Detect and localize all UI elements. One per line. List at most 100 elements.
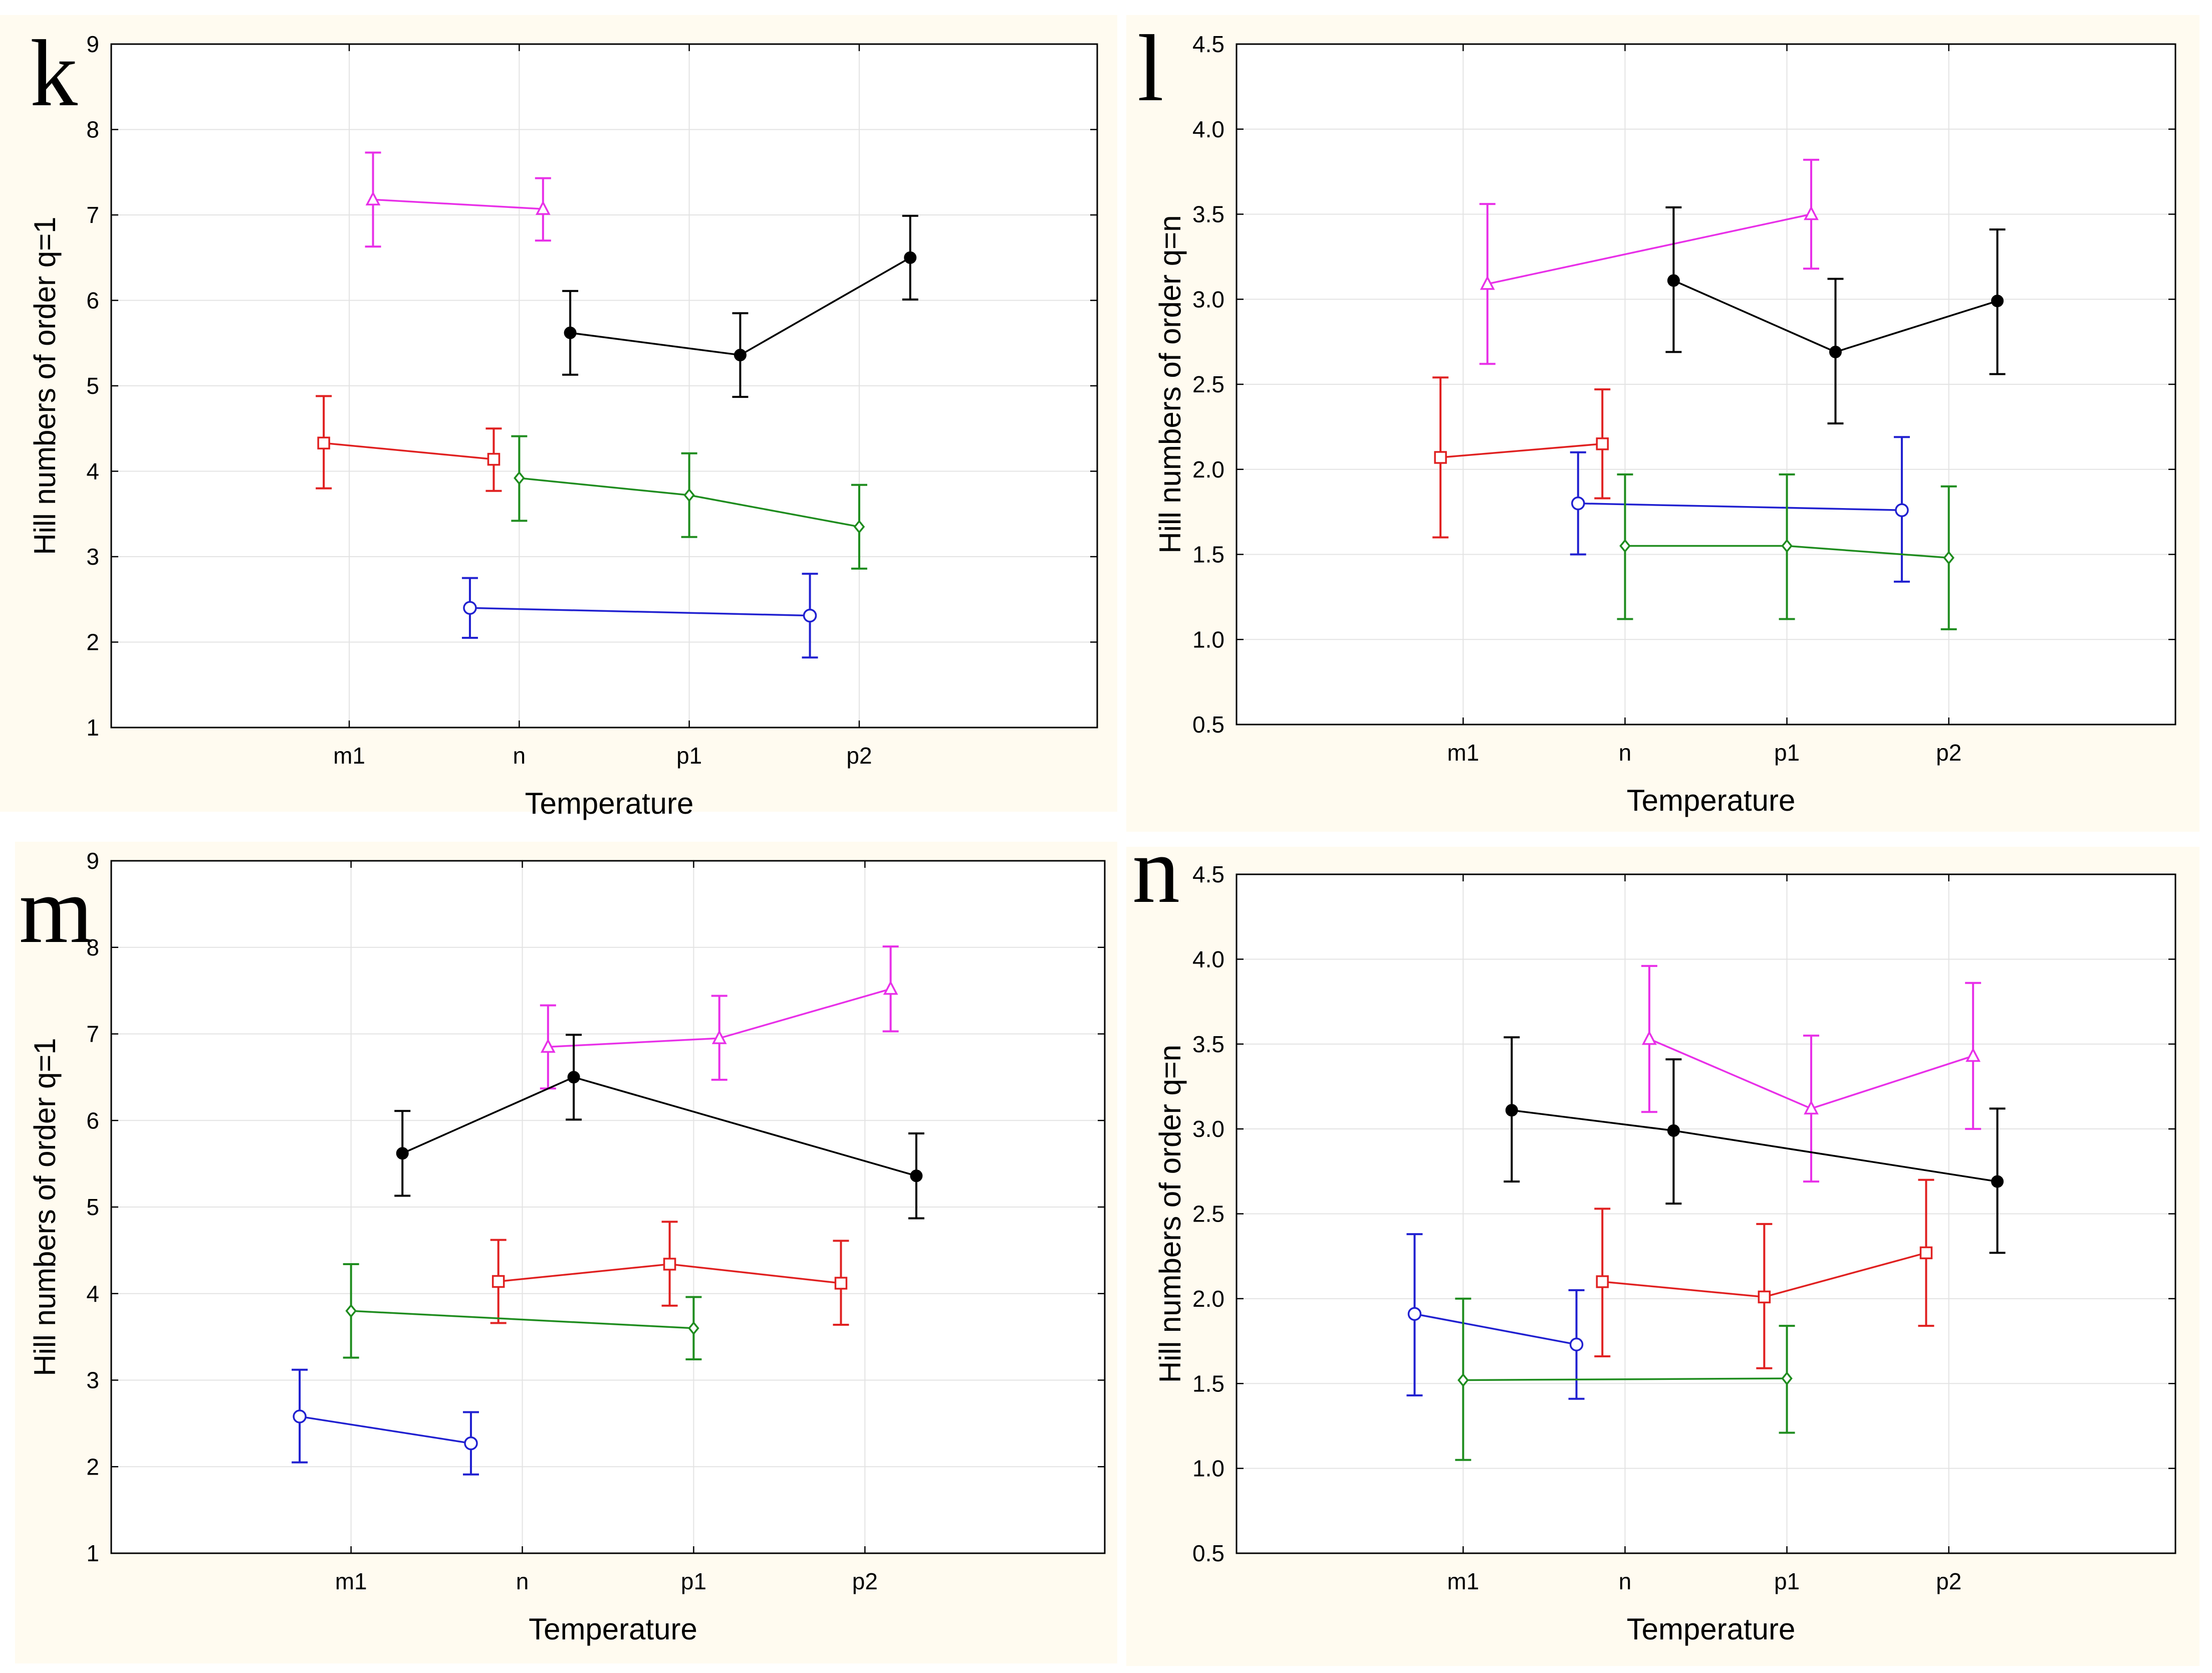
data-point [491, 1275, 505, 1288]
x-tick-label: m1 [333, 743, 365, 769]
x-tick-label: p2 [852, 1568, 878, 1594]
y-tick-label: 0.5 [1192, 1540, 1224, 1566]
data-point [711, 1030, 727, 1044]
series-magenta [540, 945, 899, 1090]
data-point [1480, 275, 1495, 290]
data-point [904, 251, 917, 264]
y-tick-label: 3.5 [1192, 1031, 1224, 1057]
series-green [1455, 1297, 1795, 1461]
data-point [1829, 345, 1842, 358]
data-point [1667, 274, 1680, 287]
series-red [1432, 376, 1611, 539]
y-tick-label: 9 [86, 848, 99, 874]
series-blue [1406, 1233, 1585, 1400]
y-tick-label: 4 [86, 458, 99, 485]
x-tick-label: p1 [681, 1568, 706, 1594]
series-line-blue [469, 607, 810, 617]
data-point [1991, 1175, 2004, 1188]
y-tick-label: 1.5 [1192, 1370, 1224, 1396]
x-tick-label: p1 [1774, 740, 1800, 766]
data-point [683, 488, 695, 503]
data-point [1781, 1371, 1793, 1385]
data-point [1758, 1290, 1771, 1304]
y-axis-title: Hill numbers of order q=1 [28, 1038, 62, 1376]
series-green [343, 1263, 702, 1361]
y-tick-label: 8 [86, 117, 99, 143]
series-red [490, 1221, 849, 1326]
series-line-blue [299, 1415, 471, 1445]
data-point [853, 520, 865, 534]
data-point [1407, 1307, 1422, 1321]
data-point [1434, 451, 1447, 464]
x-axis-title: Temperature [529, 1612, 697, 1646]
y-tick-label: 3.0 [1192, 1116, 1224, 1142]
x-tick-label: m1 [335, 1568, 367, 1594]
y-tick-label: 0.5 [1192, 711, 1224, 738]
series-line-green [1463, 1377, 1787, 1381]
series-blue [1570, 436, 1910, 583]
panel-k: 1 2 3 4 5 6 7 8 9 m1 n p1 p2 Temperature Hill numbers … [0, 15, 1117, 820]
x-tick-label: p1 [676, 743, 702, 769]
data-point [1596, 1275, 1609, 1288]
data-point [464, 1436, 478, 1451]
series-blue [292, 1368, 479, 1476]
series-black [394, 1034, 924, 1220]
data-point [1571, 496, 1585, 511]
data-point [317, 436, 330, 449]
series-green [1617, 473, 1957, 630]
series-green [511, 435, 867, 570]
series-magenta [1479, 158, 1820, 365]
y-tick-label: 5 [86, 373, 99, 399]
series-line-magenta [373, 198, 543, 210]
x-tick-label: m1 [1447, 740, 1479, 766]
panel-m: 1 2 3 4 5 6 7 8 9 m1 n p1 p2 Temperature Hill numbers … [15, 842, 1117, 1663]
y-tick-label: 1.0 [1192, 1456, 1224, 1482]
data-point [345, 1304, 357, 1318]
y-tick-label: 1 [86, 714, 99, 741]
y-tick-label: 3 [86, 544, 99, 570]
data-point [535, 200, 551, 215]
data-point [1919, 1246, 1933, 1260]
panel-n: 0.5 1.0 1.5 2.0 2.5 3.0 3.5 4.0 4.5 m1 n p1 p2 Temper… [1126, 818, 2199, 1666]
series-magenta [1641, 965, 1982, 1183]
x-axis-title: Temperature [1627, 1612, 1796, 1646]
data-point [365, 191, 381, 206]
data-point [663, 1258, 676, 1271]
data-point [1667, 1124, 1680, 1137]
x-tick-label: p2 [1936, 740, 1961, 766]
y-tick-label: 2 [86, 1454, 99, 1480]
x-tick-label: p2 [846, 743, 872, 769]
y-tick-label: 4.5 [1192, 31, 1224, 57]
y-tick-label: 5 [86, 1194, 99, 1220]
series-magenta [365, 151, 551, 248]
x-tick-label: p1 [1774, 1568, 1800, 1594]
y-axis-title: Hill numbers of order q=n [1153, 215, 1187, 553]
x-tick-label: n [1619, 1568, 1632, 1594]
data-point [1943, 551, 1954, 565]
y-tick-label: 8 [86, 934, 99, 961]
x-tick-label: n [516, 1568, 529, 1594]
y-tick-label: 1.0 [1192, 626, 1224, 652]
y-tick-label: 2.0 [1192, 456, 1224, 483]
data-point [1505, 1104, 1518, 1117]
series-blue [461, 573, 818, 659]
data-point [883, 980, 898, 995]
y-tick-label: 2.5 [1192, 371, 1224, 397]
panel-letter: n [1132, 818, 1180, 923]
y-tick-label: 1.5 [1192, 542, 1224, 568]
y-tick-label: 4.0 [1192, 946, 1224, 972]
x-axis-title: Temperature [525, 787, 694, 820]
x-axis-title: Temperature [1627, 784, 1796, 817]
y-tick-label: 2 [86, 629, 99, 655]
data-point [834, 1277, 848, 1290]
data-point [688, 1321, 699, 1335]
data-point [463, 601, 477, 615]
series-black [1665, 206, 2006, 425]
data-point [564, 326, 577, 339]
y-tick-label: 4.0 [1192, 116, 1224, 142]
data-point [1804, 1100, 1819, 1115]
y-tick-label: 1 [86, 1540, 99, 1566]
data-point [910, 1169, 923, 1182]
series-line-red [1440, 443, 1603, 458]
